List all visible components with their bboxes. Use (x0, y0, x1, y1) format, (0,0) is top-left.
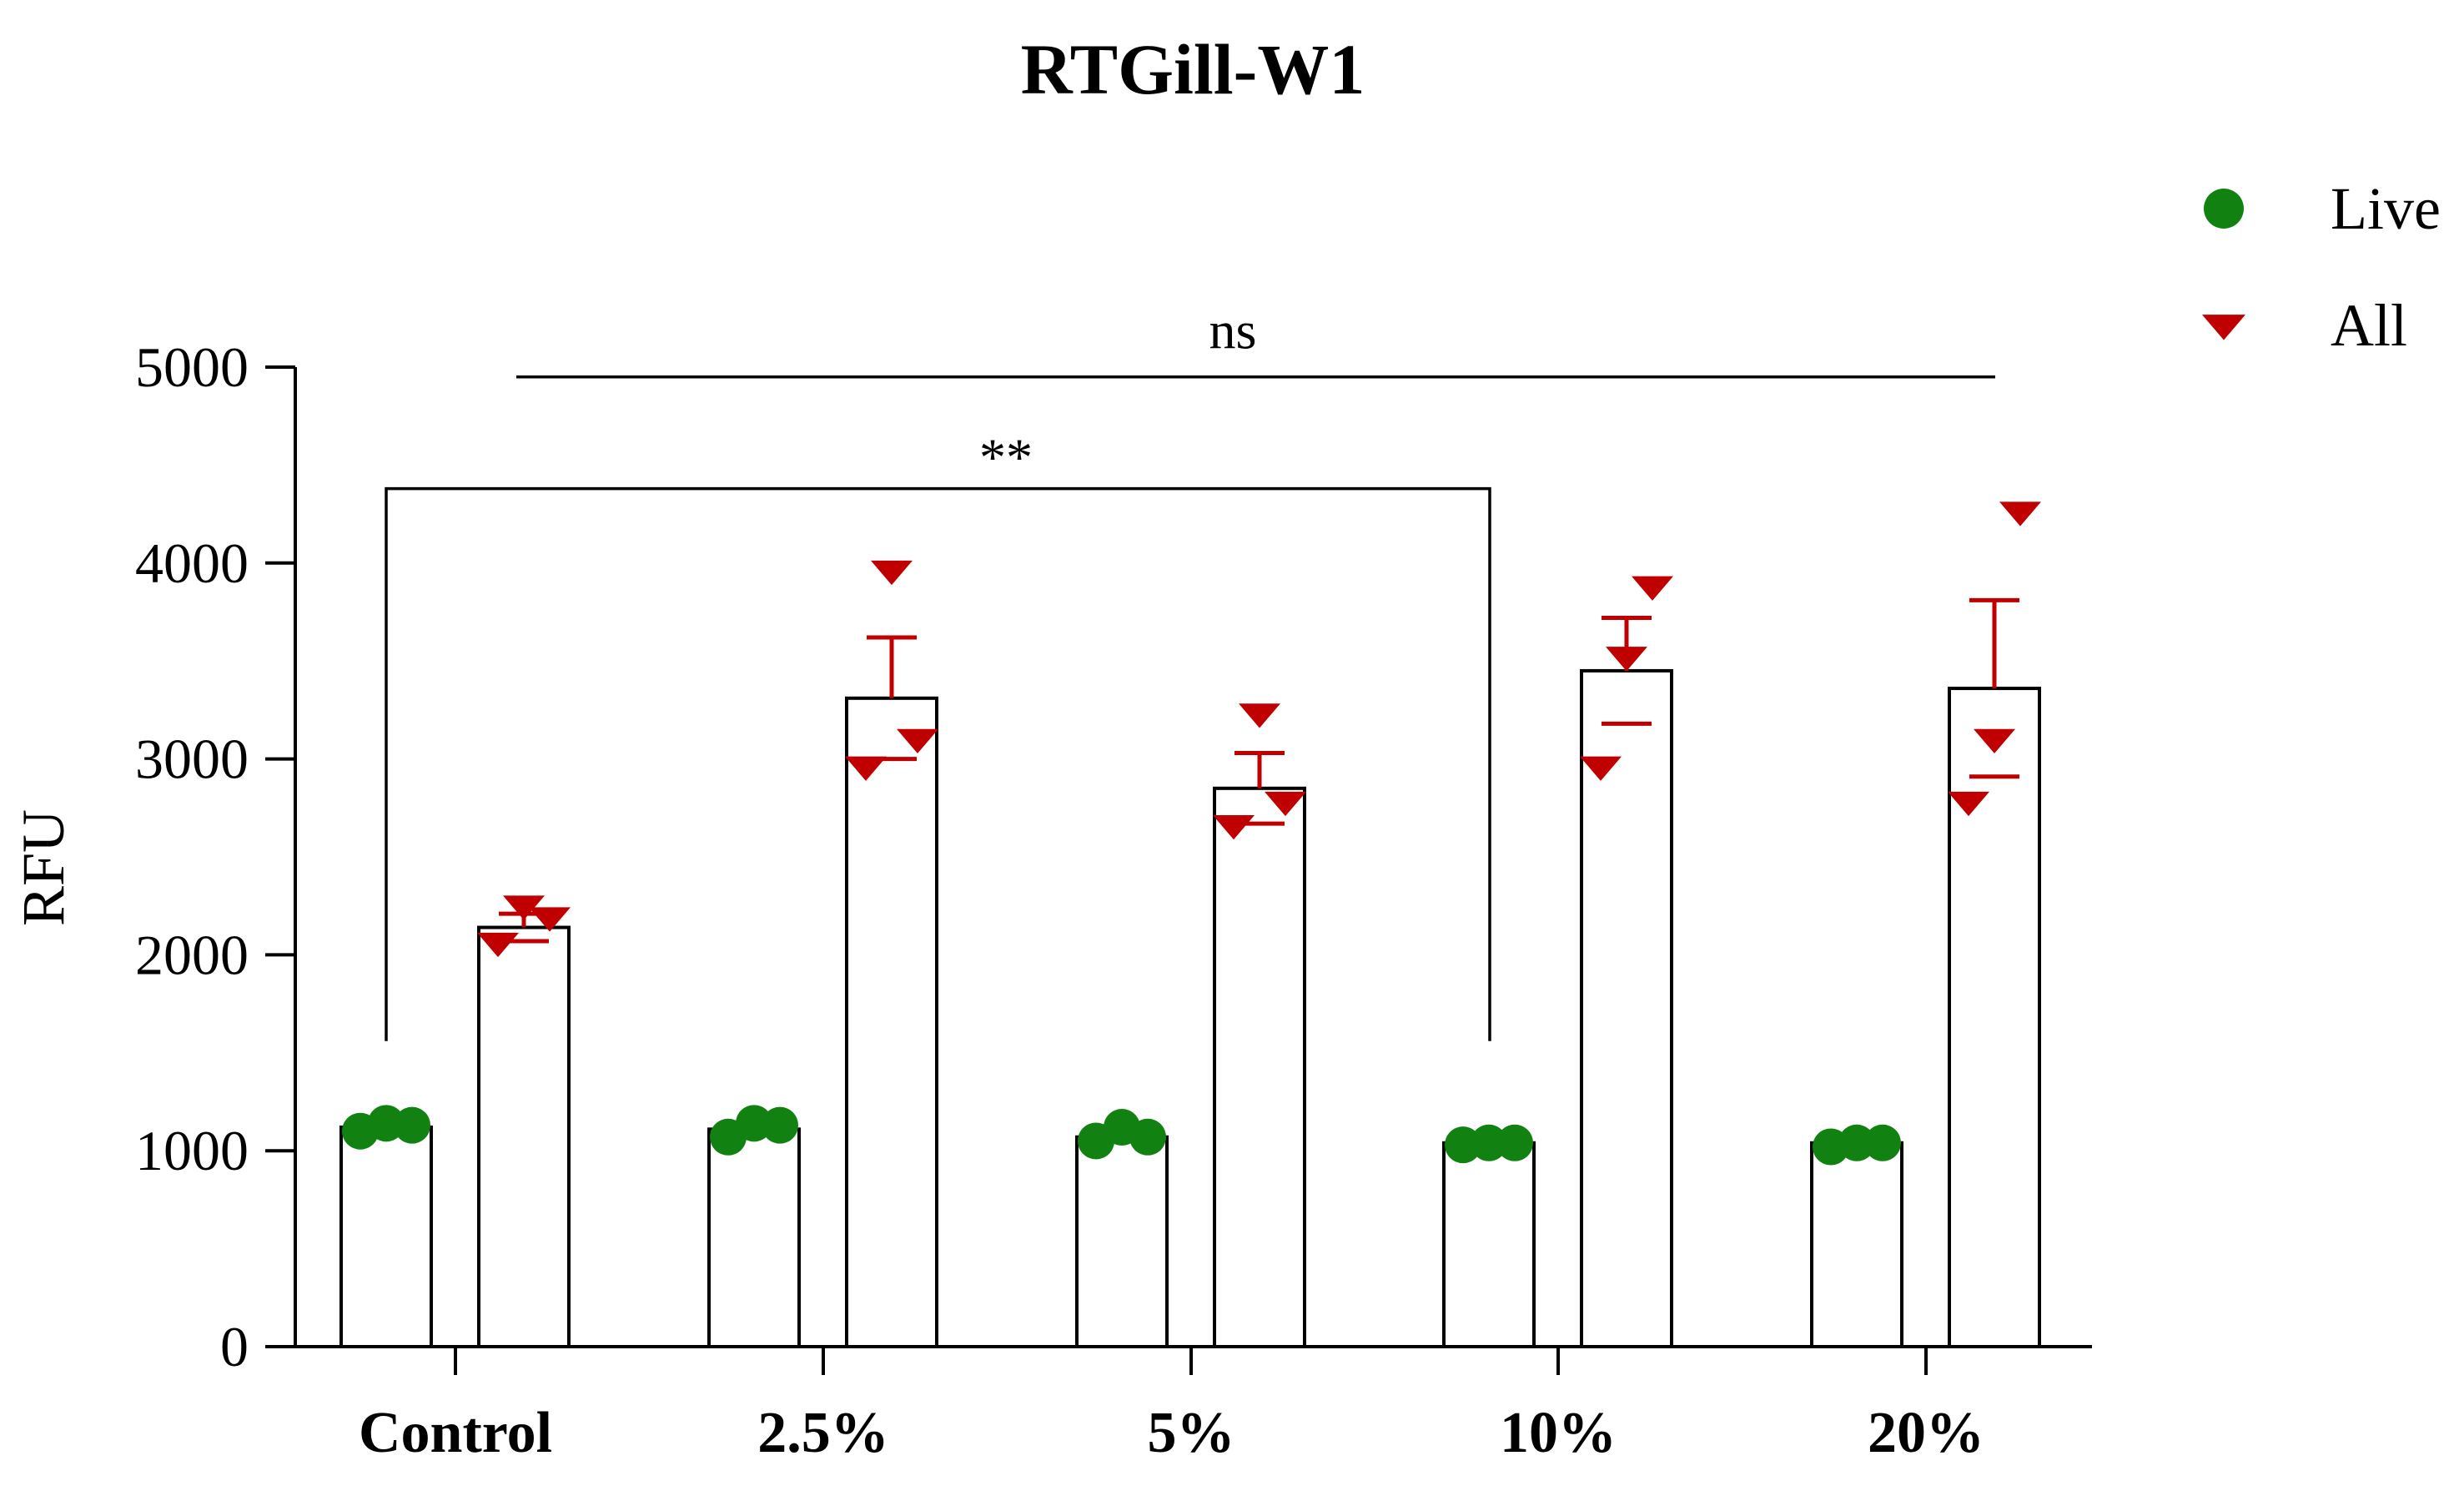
x-category-label: 20% (1868, 1401, 1984, 1465)
bar-all-4 (1948, 687, 2041, 1348)
y-tick-label: 0 (220, 1315, 249, 1378)
y-tick-label: 3000 (135, 728, 249, 791)
y-axis-label: RFU (10, 809, 77, 926)
bar-live-3 (1442, 1141, 1536, 1348)
x-category-label: Control (359, 1401, 552, 1465)
x-category-label: 10% (1500, 1401, 1617, 1465)
data-point-all (845, 756, 887, 781)
data-point-all (1974, 728, 2015, 753)
significance-label: ** (979, 428, 1033, 487)
legend-marker-all (2202, 315, 2245, 340)
chart-title: RTGill-W1 (1021, 29, 1365, 109)
chart-marks (339, 501, 2041, 1349)
data-point-all (1213, 815, 1255, 840)
bar-all-0 (477, 925, 571, 1348)
data-point-all (1632, 576, 1673, 601)
data-point-live (762, 1106, 798, 1144)
data-point-live (1864, 1124, 1901, 1161)
legend-marker-live (2204, 189, 2244, 229)
bar-all-1 (845, 696, 938, 1348)
data-point-all (871, 560, 913, 586)
data-point-live (394, 1106, 430, 1144)
x-axis-categories: Control 2.5% 5% 10% 20% (359, 1347, 1984, 1465)
legend: Live All (2202, 175, 2441, 359)
y-tick-label: 5000 (135, 335, 249, 399)
x-category-label: 5% (1148, 1401, 1235, 1465)
significance-label: ns (1209, 301, 1257, 360)
data-point-all (477, 932, 519, 958)
data-point-all (1999, 501, 2041, 526)
bar-live-2 (1075, 1135, 1169, 1349)
bar-live-0 (339, 1126, 433, 1349)
data-point-live (1838, 1124, 1875, 1161)
data-point-live (1129, 1118, 1166, 1156)
data-point-all (1265, 791, 1306, 817)
data-point-all (503, 895, 545, 920)
x-category-label: 2.5% (757, 1401, 889, 1465)
bar-all-2 (1213, 786, 1306, 1348)
data-point-all (1948, 791, 1989, 817)
data-point-live (1496, 1124, 1533, 1161)
legend-label: All (2331, 292, 2407, 359)
y-tick-label: 4000 (135, 531, 249, 595)
significance-bracket (385, 486, 1491, 1041)
y-tick-label: 2000 (135, 923, 249, 986)
bar-live-4 (1810, 1141, 1903, 1348)
data-point-all (1580, 756, 1622, 781)
legend-label: Live (2331, 175, 2441, 242)
data-point-all (1606, 647, 1647, 672)
y-tick-label: 1000 (135, 1119, 249, 1182)
significance-annotations: ** ns (385, 301, 1995, 1041)
data-point-all (897, 728, 938, 753)
data-point-all (1239, 703, 1280, 728)
data-point-live (1471, 1124, 1507, 1161)
y-axis-ticks: 0 1000 2000 3000 4000 5000 (135, 335, 295, 1378)
data-point-all (529, 907, 571, 932)
bar-live-1 (707, 1127, 801, 1348)
